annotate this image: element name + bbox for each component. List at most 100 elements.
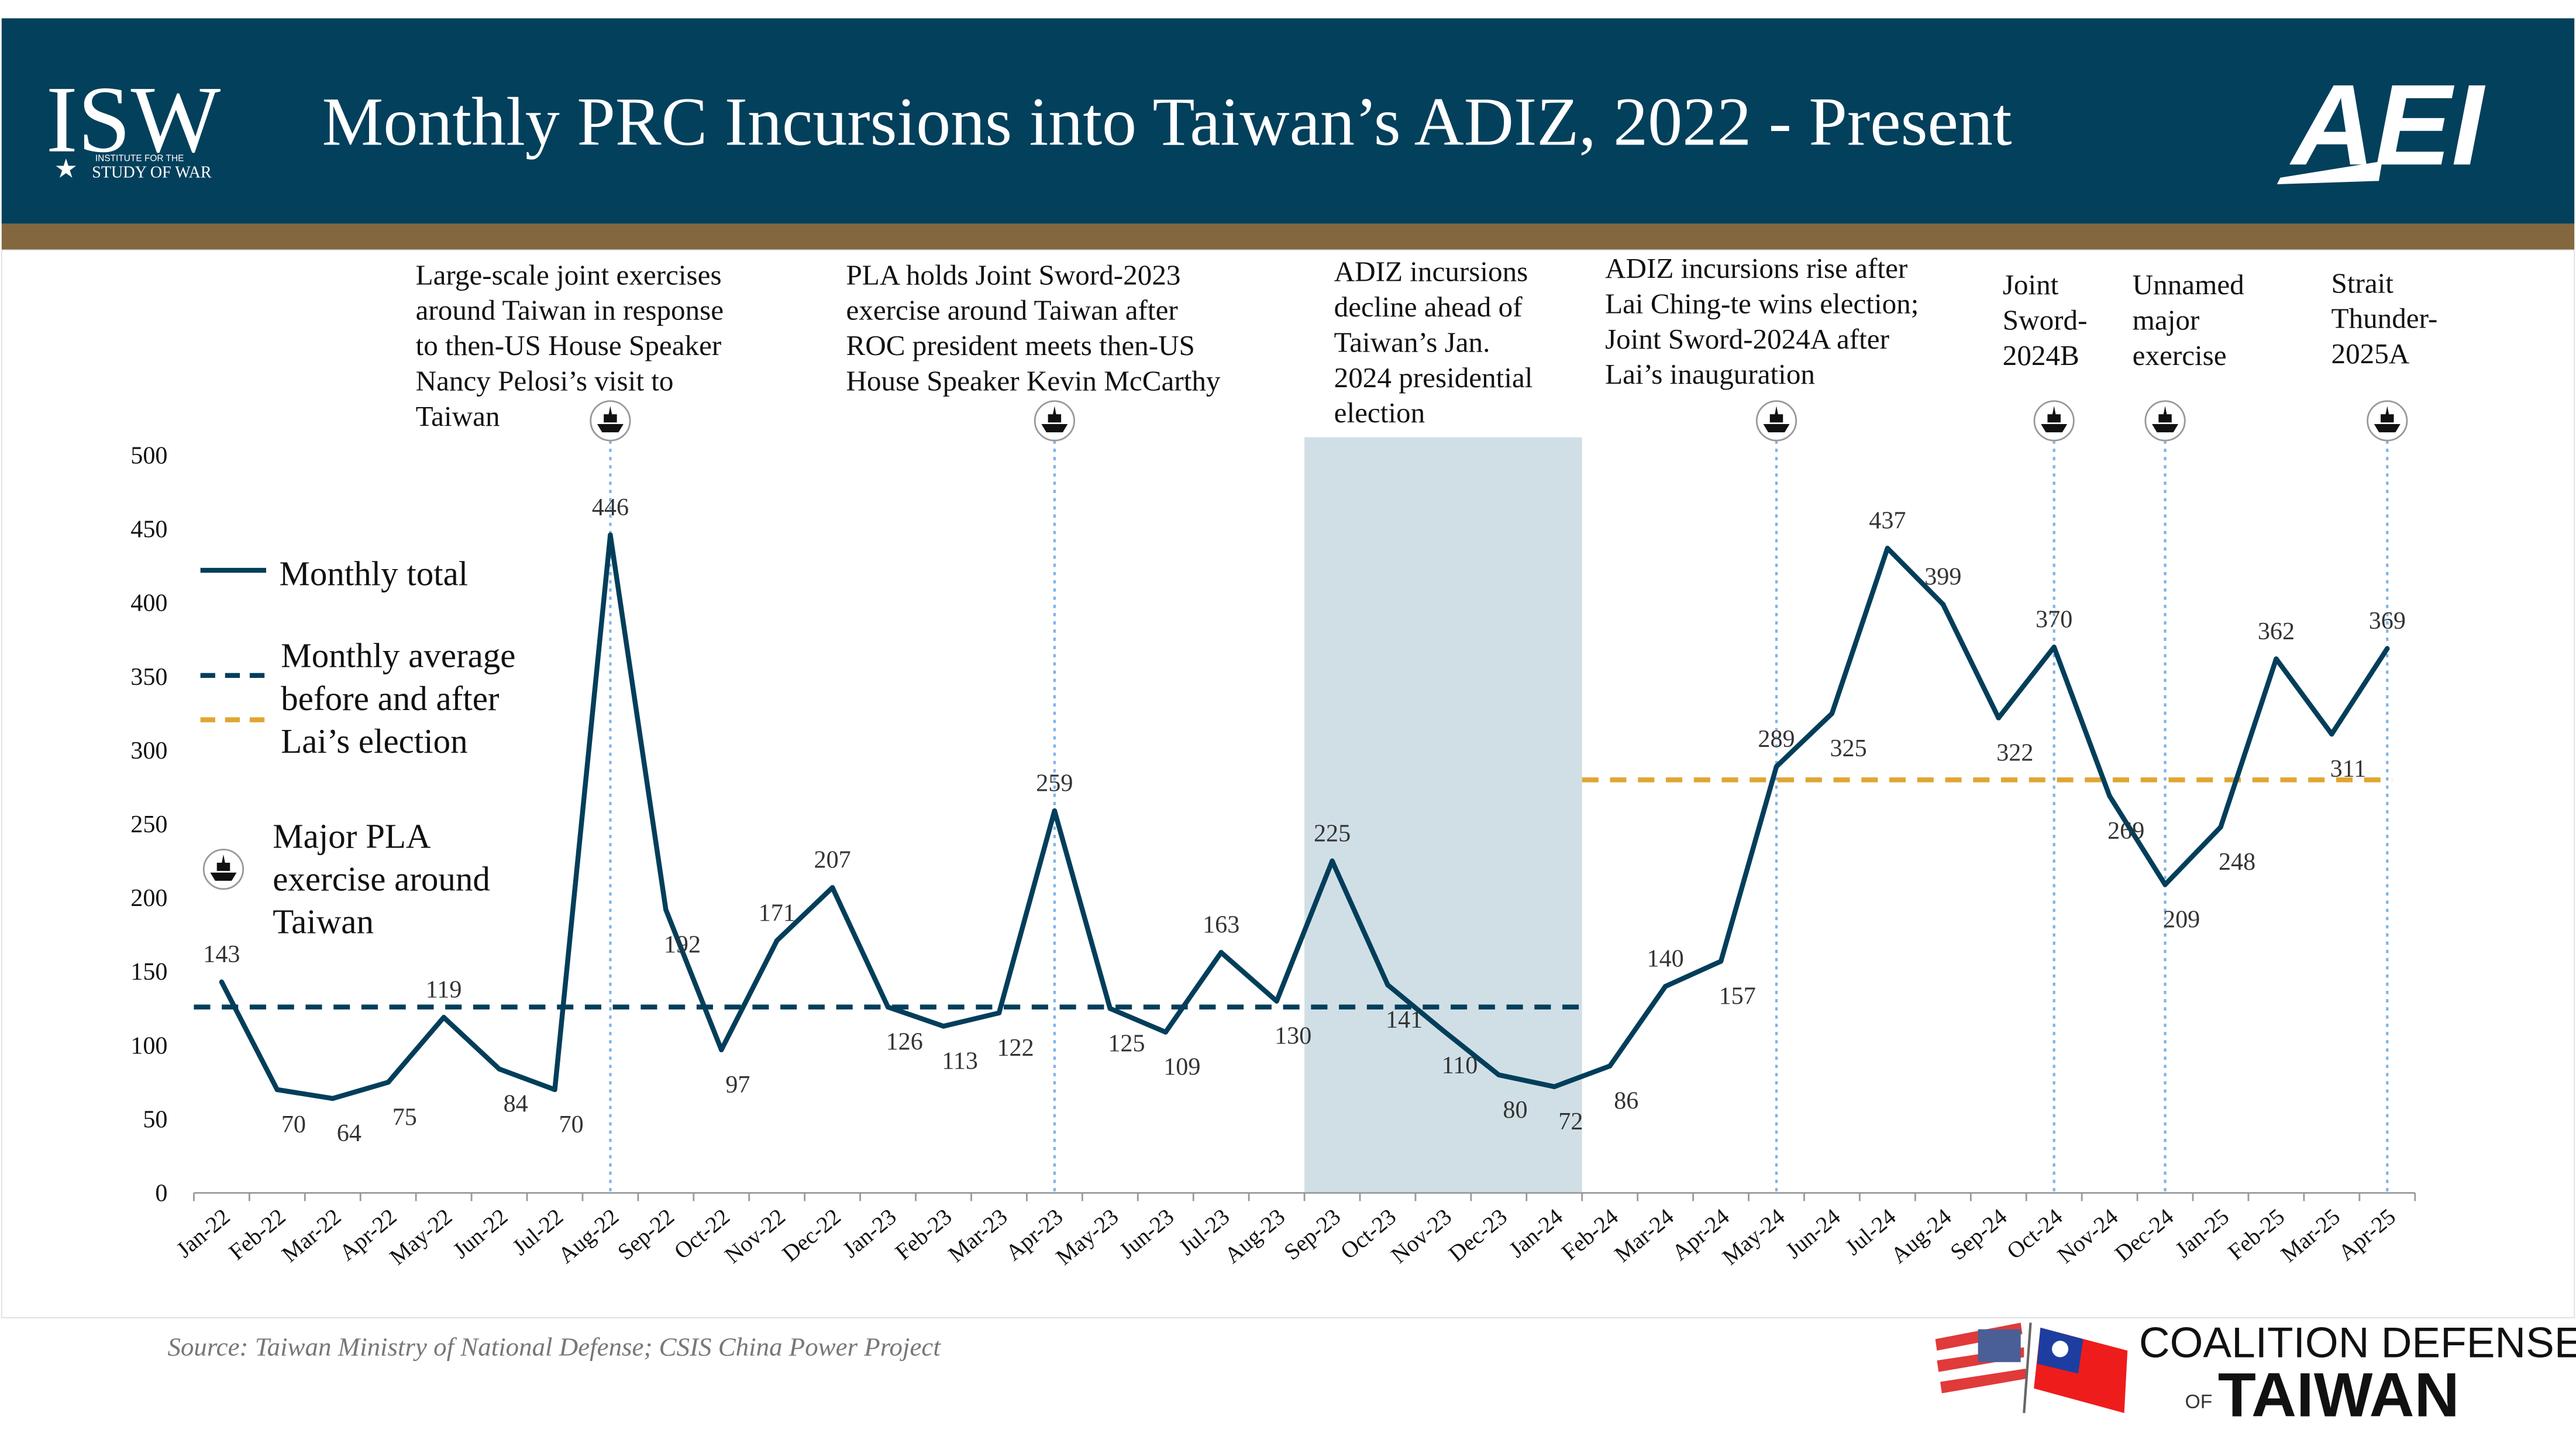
data-point — [1330, 858, 1335, 864]
data-label: 86 — [1614, 1087, 1638, 1115]
y-tick-label: 50 — [143, 1105, 167, 1133]
annotation-text: to then-US House Speaker — [416, 329, 722, 361]
data-label: 97 — [725, 1071, 750, 1098]
coalition-logo-line1: COALITION DEFENSE — [2139, 1319, 2576, 1366]
data-label: 143 — [203, 941, 240, 968]
annotation-text: Lai’s inauguration — [1605, 358, 1815, 390]
ship-icon-glyph — [1763, 406, 1790, 433]
data-label: 446 — [592, 494, 629, 521]
y-tick-label: 350 — [130, 663, 167, 691]
data-label: 207 — [814, 846, 851, 874]
annotation-text: ADIZ incursions rise after — [1605, 252, 1907, 284]
data-label: 171 — [759, 900, 795, 927]
data-point — [2162, 882, 2168, 887]
annotation-text: major — [2133, 304, 2200, 336]
annotation-text: Strait — [2332, 267, 2394, 299]
x-tick-label: Feb-24 — [1556, 1203, 1623, 1265]
annotation-text: PLA holds Joint Sword-2023 — [846, 259, 1180, 291]
x-tick-label: Jun-22 — [448, 1204, 512, 1263]
data-point — [1829, 711, 1835, 716]
header-bar — [1, 18, 2575, 224]
data-label: 140 — [1647, 945, 1684, 973]
aei-swoosh-icon — [2277, 161, 2382, 184]
x-tick-label: Jan-23 — [838, 1204, 901, 1263]
x-tick-label: May-23 — [1051, 1204, 1124, 1270]
data-point — [2107, 793, 2112, 799]
page-title: Monthly PRC Incursions into Taiwan’s ADI… — [322, 84, 2012, 160]
x-tick-label: Jun-23 — [1114, 1204, 1179, 1263]
data-label: 126 — [886, 1028, 923, 1056]
data-point — [2218, 824, 2223, 830]
data-label: 75 — [392, 1103, 417, 1131]
data-label: 70 — [559, 1111, 584, 1138]
legend-exercise-label-1: Major PLA — [273, 817, 431, 856]
star-icon: ★ — [54, 154, 78, 184]
data-point — [1718, 959, 1724, 964]
source-note: Source: Taiwan Ministry of National Defe… — [167, 1332, 941, 1362]
annotation-text: 2025A — [2332, 337, 2410, 370]
isw-logo-sub1: INSTITUTE FOR THE — [95, 154, 184, 164]
data-point — [552, 1087, 557, 1093]
data-label: 322 — [1996, 739, 2033, 766]
data-label: 399 — [1924, 563, 1961, 590]
ship-icon — [2144, 400, 2186, 442]
data-label: 248 — [2219, 848, 2255, 876]
annotation-text: exercise — [2133, 339, 2227, 371]
y-tick-label: 100 — [130, 1032, 167, 1059]
y-tick-label: 450 — [130, 516, 167, 543]
y-tick-label: 250 — [130, 811, 167, 838]
annotation-text: election — [1334, 397, 1425, 429]
data-label: 225 — [1314, 819, 1351, 847]
data-point — [1773, 764, 1779, 769]
y-tick-label: 300 — [130, 737, 167, 764]
aei-logo: AEI — [2277, 60, 2485, 189]
ship-icon-glyph — [1041, 406, 1068, 433]
x-tick-label: Nov-23 — [1386, 1204, 1456, 1269]
data-point — [885, 1004, 891, 1010]
data-point — [2051, 645, 2057, 650]
data-point — [1107, 1006, 1113, 1011]
data-label: 325 — [1830, 735, 1866, 762]
x-tick-label: Jan-24 — [1504, 1203, 1568, 1262]
x-tick-label: Feb-25 — [2223, 1204, 2289, 1265]
data-point — [2274, 656, 2279, 662]
data-point — [719, 1047, 724, 1053]
data-point — [497, 1066, 502, 1072]
data-label: 269 — [2107, 817, 2144, 845]
ship-icon-glyph — [2041, 406, 2068, 433]
isw-logo: ISW INSTITUTE FOR THE STUDY OF WAR ★ — [46, 67, 221, 184]
data-label: 80 — [1503, 1096, 1527, 1124]
legend-avg-label-3: Lai’s election — [281, 722, 467, 760]
annotation-text: House Speaker Kevin McCarthy — [846, 364, 1220, 397]
data-point — [941, 1024, 946, 1029]
data-label: 84 — [504, 1090, 528, 1118]
legend-total-label: Monthly total — [279, 554, 468, 593]
data-point — [1607, 1063, 1613, 1069]
x-tick-label: Jan-22 — [171, 1204, 235, 1263]
data-label: 259 — [1036, 770, 1073, 797]
x-tick-label: Apr-25 — [2333, 1204, 2401, 1266]
data-label: 141 — [1386, 1006, 1423, 1034]
y-tick-label: 400 — [130, 590, 167, 617]
data-label: 209 — [2163, 905, 2200, 933]
coalition-logo-line2: TAIWAN — [2218, 1359, 2460, 1429]
annotation-text: Joint Sword-2024A after — [1605, 323, 1889, 355]
ship-icon-glyph — [597, 406, 624, 433]
x-tick-label: Sep-24 — [1945, 1203, 2012, 1265]
data-label: 122 — [997, 1034, 1034, 1062]
ship-icon — [1034, 400, 1075, 442]
data-point — [274, 1087, 280, 1093]
data-point — [996, 1010, 1002, 1016]
data-label: 362 — [2258, 618, 2295, 645]
isw-logo-text: ISW — [46, 67, 221, 173]
ship-icon — [2367, 400, 2408, 442]
us-flag-icon — [1935, 1322, 2027, 1397]
annotation-text: Nancy Pelosi’s visit to — [416, 364, 674, 397]
x-tick-label: Dec-24 — [2110, 1203, 2178, 1266]
annotation-text: Taiwan’s Jan. — [1334, 326, 1490, 358]
plot-area: 050100150200250300350400450500Jan-22Feb-… — [130, 437, 2416, 1270]
data-label: 70 — [281, 1111, 306, 1138]
coalition-logo: COALITION DEFENSE OF TAIWAN — [1935, 1319, 2576, 1429]
x-tick-label: Feb-22 — [224, 1204, 291, 1265]
